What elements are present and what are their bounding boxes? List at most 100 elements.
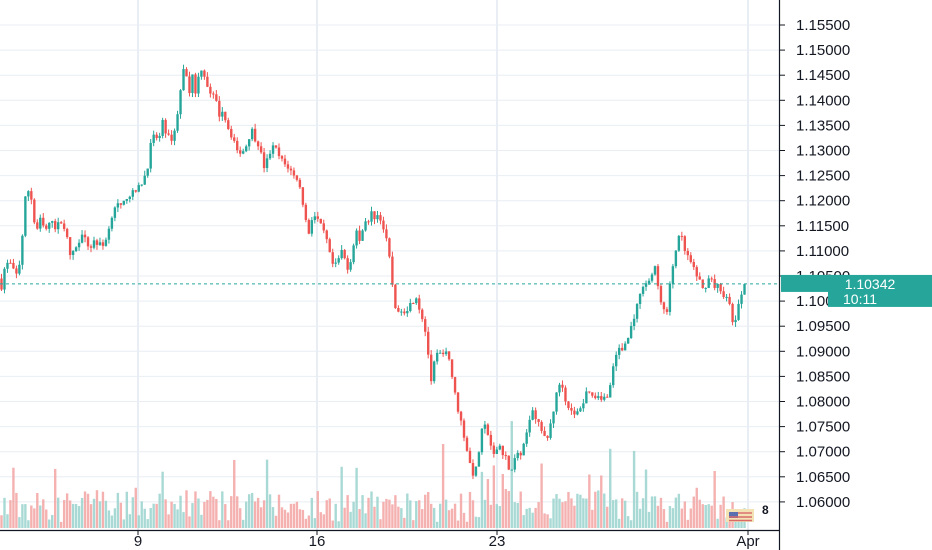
- candle-body: [33, 199, 36, 223]
- candle-body: [152, 134, 155, 143]
- candle-body: [409, 303, 412, 312]
- candle-body: [471, 463, 475, 476]
- candlesticks: [0, 64, 746, 480]
- volume-bar: [134, 487, 137, 528]
- candle-body: [361, 230, 364, 241]
- price-tick-label: 1.09000: [796, 343, 850, 360]
- candle-body: [537, 419, 540, 422]
- volume-bar: [689, 508, 692, 528]
- volume-bar: [376, 496, 379, 528]
- volume-bar: [328, 498, 331, 528]
- volume-bar: [253, 501, 257, 528]
- volume-bar: [325, 500, 328, 528]
- candle-body: [197, 76, 200, 94]
- candle-body: [623, 343, 627, 351]
- volume-bar: [56, 497, 60, 528]
- candle-body: [242, 151, 245, 154]
- volume-bar: [462, 512, 466, 528]
- volume-bar: [418, 500, 421, 528]
- candle-body: [215, 94, 218, 101]
- volume-bar: [698, 499, 701, 528]
- candle-body: [432, 361, 436, 382]
- volume-bar: [277, 494, 281, 528]
- candle-body: [612, 366, 615, 386]
- candle-body: [635, 303, 639, 319]
- candle-body: [239, 150, 242, 154]
- volume-bar: [740, 521, 743, 528]
- volume-bar: [585, 498, 588, 528]
- volume-bar: [265, 459, 269, 528]
- candle-body: [558, 384, 561, 393]
- volume-bar: [498, 506, 502, 528]
- volume-bar: [525, 508, 528, 528]
- volume-bar: [164, 499, 167, 528]
- flag-icon: [726, 509, 754, 522]
- volume-bar: [501, 474, 504, 528]
- volume-bar: [438, 503, 442, 528]
- price-tick-label: 1.13500: [796, 117, 850, 134]
- candle-body: [62, 223, 66, 229]
- volume-bar: [247, 494, 251, 528]
- candle-body: [546, 435, 549, 438]
- volume-bar: [301, 509, 305, 528]
- candle-body: [74, 247, 78, 252]
- candle-body: [677, 235, 681, 251]
- candle-body: [48, 222, 51, 229]
- candle-body: [259, 146, 263, 153]
- candle-body: [653, 266, 657, 275]
- candle-body: [304, 204, 308, 220]
- candle-body: [206, 76, 209, 87]
- candle-body: [343, 249, 346, 259]
- price-tick-label: 1.06000: [796, 494, 850, 511]
- vertical-gridlines: [137, 0, 749, 530]
- time-axis[interactable]: 9 16 23 Apr: [134, 530, 760, 550]
- candle-body: [349, 262, 352, 270]
- candle-body: [573, 410, 576, 415]
- price-tick-label: 1.07000: [796, 444, 850, 461]
- candle-body: [615, 354, 618, 367]
- volume-bar: [716, 518, 719, 528]
- candle-body: [579, 408, 582, 412]
- candle-body: [483, 424, 487, 429]
- candle-body: [65, 228, 69, 238]
- volume-bar: [221, 491, 224, 528]
- candle-body: [725, 296, 728, 298]
- candle-body: [27, 191, 30, 197]
- volume-bar: [155, 503, 158, 528]
- volume-bar: [465, 521, 469, 528]
- volume-bar: [15, 492, 18, 528]
- price-tick-label: 1.15500: [796, 17, 850, 34]
- candle-body: [95, 240, 99, 245]
- candle-body: [504, 455, 507, 457]
- candle-body: [358, 230, 361, 241]
- volume-bar: [313, 518, 317, 528]
- volume-bar: [250, 492, 254, 528]
- candle-body: [274, 145, 278, 148]
- candle-body: [474, 466, 478, 476]
- price-tick-label: 1.08500: [796, 368, 850, 385]
- candle-body: [510, 469, 513, 471]
- volume-bar: [549, 518, 552, 528]
- volume-bar: [612, 500, 615, 528]
- candle-body: [224, 111, 227, 121]
- volume-bar: [564, 501, 567, 528]
- candle-body: [277, 147, 281, 157]
- volume-bar: [206, 499, 209, 528]
- volume-bar: [119, 502, 123, 528]
- candle-body: [656, 266, 660, 287]
- candle-body: [51, 221, 54, 223]
- volume-bar: [492, 465, 496, 528]
- candle-body: [743, 284, 746, 295]
- volume-bar: [722, 496, 725, 528]
- candle-body: [534, 410, 537, 420]
- volume-bar: [349, 511, 352, 528]
- volume-bar: [588, 474, 591, 528]
- candle-body: [400, 311, 403, 313]
- candle-body: [397, 308, 400, 312]
- candle-body: [119, 203, 123, 205]
- candle-body: [492, 445, 496, 454]
- candle-body: [385, 229, 388, 239]
- candle-body: [140, 184, 143, 186]
